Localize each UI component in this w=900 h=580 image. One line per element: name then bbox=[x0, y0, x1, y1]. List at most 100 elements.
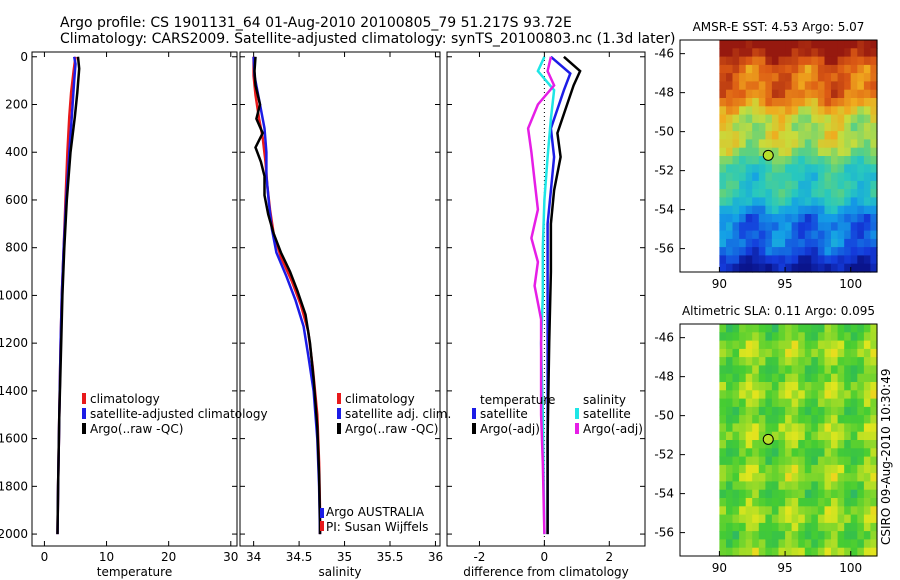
map-cell bbox=[824, 263, 832, 273]
map-cell bbox=[791, 547, 799, 557]
map-cell bbox=[844, 147, 852, 157]
map-cell bbox=[745, 40, 753, 49]
map-cell bbox=[758, 481, 766, 491]
map-cell bbox=[726, 230, 734, 240]
map-cell bbox=[857, 431, 865, 441]
map-cell bbox=[752, 205, 760, 215]
map-cell bbox=[798, 431, 806, 441]
map-cell bbox=[739, 357, 747, 366]
map-cell bbox=[844, 230, 852, 240]
map-cell bbox=[811, 365, 819, 375]
map-cell bbox=[732, 522, 740, 532]
map-cell bbox=[765, 481, 773, 491]
map-cell bbox=[857, 164, 865, 174]
map-cell bbox=[831, 489, 839, 499]
map-cell bbox=[726, 398, 734, 408]
map-cell bbox=[791, 390, 799, 400]
map-cell bbox=[752, 348, 760, 358]
map-cell bbox=[752, 390, 760, 400]
map-cell bbox=[824, 456, 832, 466]
map-cell bbox=[857, 106, 865, 116]
map-cell bbox=[732, 64, 740, 74]
map-cell bbox=[785, 122, 793, 132]
map-cell bbox=[844, 481, 852, 491]
map-cell bbox=[778, 440, 786, 449]
map-cell bbox=[745, 214, 753, 223]
map-cell bbox=[732, 406, 740, 416]
map-cell bbox=[857, 547, 865, 557]
map-cell bbox=[863, 539, 872, 549]
map-cell bbox=[870, 489, 878, 499]
map-cell bbox=[804, 423, 812, 433]
map-cell bbox=[870, 431, 878, 441]
map-cell bbox=[870, 98, 878, 107]
map-cell bbox=[758, 390, 766, 400]
map-cell bbox=[850, 197, 858, 207]
map-cell bbox=[785, 180, 793, 190]
map-cell bbox=[752, 48, 760, 58]
map-cell bbox=[745, 415, 753, 424]
map-cell bbox=[857, 89, 865, 99]
map-cell bbox=[850, 539, 858, 549]
map-cell bbox=[745, 423, 753, 433]
map-cell bbox=[771, 172, 780, 182]
map-cell bbox=[798, 48, 806, 58]
map-cell bbox=[804, 205, 812, 215]
map-cell bbox=[758, 64, 766, 74]
map-cell bbox=[817, 48, 826, 58]
map-cell bbox=[857, 448, 865, 458]
map-cell bbox=[745, 172, 753, 182]
footer-timestamp: CSIRO 09-Aug-2010 10:30:49 bbox=[879, 369, 893, 545]
map-cell bbox=[778, 481, 786, 491]
map-cell bbox=[791, 348, 799, 358]
map-cell bbox=[758, 539, 766, 549]
map-cell bbox=[745, 114, 753, 124]
map-cell bbox=[778, 547, 786, 557]
map-cell bbox=[778, 382, 786, 391]
map-cell bbox=[863, 464, 872, 474]
map-cell bbox=[732, 114, 740, 124]
map-cell bbox=[831, 122, 839, 132]
map-cell bbox=[857, 365, 865, 375]
map-cell bbox=[870, 498, 878, 507]
map-cell bbox=[817, 365, 826, 375]
map-cell bbox=[765, 48, 773, 58]
legend-swatch bbox=[337, 423, 341, 434]
map-cell bbox=[817, 406, 826, 416]
map-cell bbox=[870, 247, 878, 256]
map-cell bbox=[771, 197, 780, 207]
map-cell bbox=[817, 263, 826, 273]
map-cell bbox=[732, 324, 740, 333]
map-cell bbox=[850, 415, 858, 424]
map-cell bbox=[785, 205, 793, 215]
map-cell bbox=[778, 498, 786, 507]
map-cell bbox=[745, 247, 753, 256]
map-cell bbox=[719, 114, 727, 124]
map-cell bbox=[837, 464, 845, 474]
map-cell bbox=[824, 415, 832, 424]
map-cell bbox=[758, 255, 766, 265]
map-cell bbox=[785, 131, 793, 140]
map-cell bbox=[719, 481, 727, 491]
map-cell bbox=[771, 456, 780, 466]
map-cell bbox=[837, 481, 845, 491]
map-cell bbox=[785, 415, 793, 424]
map-cell bbox=[732, 440, 740, 449]
map-cell bbox=[726, 340, 734, 350]
map-cell bbox=[745, 357, 753, 366]
map-cell bbox=[850, 156, 858, 165]
map-cell bbox=[778, 56, 786, 66]
map-cell bbox=[811, 489, 819, 499]
map-cell bbox=[870, 172, 878, 182]
map-cell bbox=[765, 98, 773, 107]
map-cell bbox=[732, 473, 740, 482]
map-cell bbox=[726, 156, 734, 165]
map-cell bbox=[765, 205, 773, 215]
map-cell bbox=[844, 64, 852, 74]
map-cell bbox=[824, 131, 832, 140]
map-cell bbox=[745, 373, 753, 383]
map-cell bbox=[804, 348, 812, 358]
map-cell bbox=[719, 81, 727, 91]
map-cell bbox=[844, 214, 852, 223]
map-cell bbox=[745, 255, 753, 265]
